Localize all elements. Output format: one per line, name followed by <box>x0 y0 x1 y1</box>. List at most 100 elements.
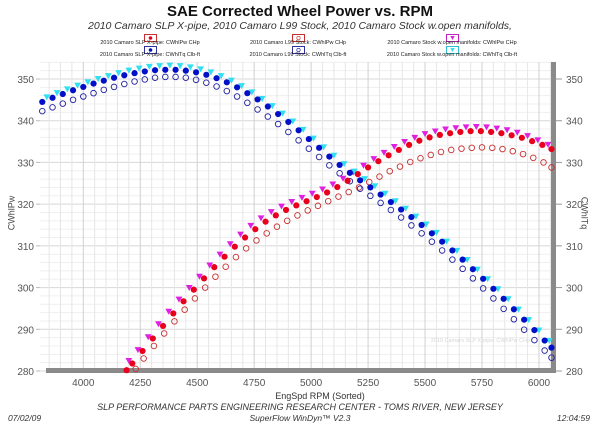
data-point <box>326 162 333 169</box>
series-5 <box>43 62 553 344</box>
data-point <box>139 347 146 355</box>
x-axis-label: EngSpd RPM (Sorted) <box>275 391 365 401</box>
legend-swatch <box>144 34 157 42</box>
data-point <box>422 221 430 228</box>
data-point <box>402 205 410 212</box>
data-point <box>151 67 159 74</box>
data-point <box>339 175 347 182</box>
data-point <box>541 337 548 344</box>
data-point <box>162 66 169 73</box>
data-point <box>417 155 424 162</box>
data-point <box>367 192 374 200</box>
data-point <box>233 84 241 91</box>
x-tick-label: 4000 <box>72 378 95 389</box>
data-point <box>488 128 495 136</box>
x-tick-label: 4250 <box>129 378 152 389</box>
data-point <box>185 284 193 291</box>
data-point <box>186 64 194 71</box>
data-point <box>443 238 451 245</box>
data-point <box>540 159 547 166</box>
data-point <box>172 73 179 81</box>
data-point <box>416 137 423 144</box>
data-point <box>530 154 537 162</box>
data-point <box>150 342 158 350</box>
data-point <box>223 79 230 86</box>
data-point <box>344 177 351 184</box>
data-point <box>380 149 388 156</box>
data-point <box>459 265 466 273</box>
legend-marker-icon <box>148 36 153 40</box>
data-point <box>123 367 130 374</box>
data-point <box>197 66 205 73</box>
data-point <box>241 234 249 241</box>
data-point <box>335 193 342 200</box>
data-point <box>285 128 292 136</box>
data-point <box>406 158 414 166</box>
data-point <box>262 218 269 225</box>
data-point <box>207 69 215 76</box>
data-point <box>69 87 77 94</box>
legend-label: 2010 Camaro Stock w.open manifolds: CWhl… <box>386 52 518 58</box>
data-point <box>340 161 348 168</box>
data-point <box>131 78 138 85</box>
data-point <box>483 124 490 131</box>
data-point <box>253 237 260 244</box>
data-point <box>548 164 555 171</box>
data-point <box>381 190 389 197</box>
data-point <box>74 82 81 89</box>
data-point <box>360 162 367 169</box>
footer-organization: SLP PERFORMANCE PARTS ENGINEERING RESEAR… <box>97 402 503 412</box>
data-point <box>544 141 552 148</box>
data-point <box>408 222 415 229</box>
data-point <box>217 73 225 80</box>
data-point <box>500 305 507 313</box>
data-point <box>90 80 97 87</box>
data-point <box>439 238 446 245</box>
footer-time: 12:04:59 <box>556 413 590 423</box>
data-point <box>510 306 518 313</box>
legend-swatch <box>446 46 459 54</box>
data-point <box>196 273 203 280</box>
data-point <box>180 298 187 305</box>
data-point <box>242 245 250 252</box>
data-point <box>43 94 51 101</box>
y-tick-label-left: 310 <box>17 242 34 253</box>
data-point <box>263 230 270 237</box>
data-point <box>203 71 210 78</box>
data-point <box>548 354 555 361</box>
data-point <box>129 360 136 367</box>
data-point <box>135 65 143 72</box>
data-point <box>257 215 265 222</box>
data-point <box>449 247 456 254</box>
data-point <box>468 144 476 152</box>
data-point <box>110 83 118 91</box>
data-point <box>449 256 456 263</box>
data-point <box>548 145 555 153</box>
data-point <box>84 79 92 86</box>
data-point <box>390 143 398 150</box>
x-tick-label: 5000 <box>300 378 323 389</box>
data-point <box>115 70 123 77</box>
data-point <box>248 89 256 96</box>
data-point <box>171 318 178 325</box>
data-point <box>376 173 383 180</box>
data-point <box>211 264 218 271</box>
data-point <box>330 152 338 159</box>
data-point <box>304 207 311 214</box>
data-point <box>428 238 436 245</box>
watermark-text: 2010 Camaro SLP X-pipe: CWhlPw CHp <box>431 338 530 344</box>
data-point <box>125 357 133 364</box>
data-point <box>49 104 56 111</box>
data-point <box>477 128 484 135</box>
data-point <box>110 74 118 81</box>
data-point <box>69 96 77 104</box>
data-point <box>53 90 61 97</box>
legend-label: 2010 Camaro Stock w.open manifolds: CWhl… <box>387 40 517 46</box>
data-point <box>175 296 183 303</box>
data-point <box>144 334 152 341</box>
data-point <box>191 295 199 302</box>
data-point <box>469 275 477 282</box>
data-point <box>387 206 395 214</box>
data-point <box>125 67 133 74</box>
data-point <box>326 153 333 160</box>
